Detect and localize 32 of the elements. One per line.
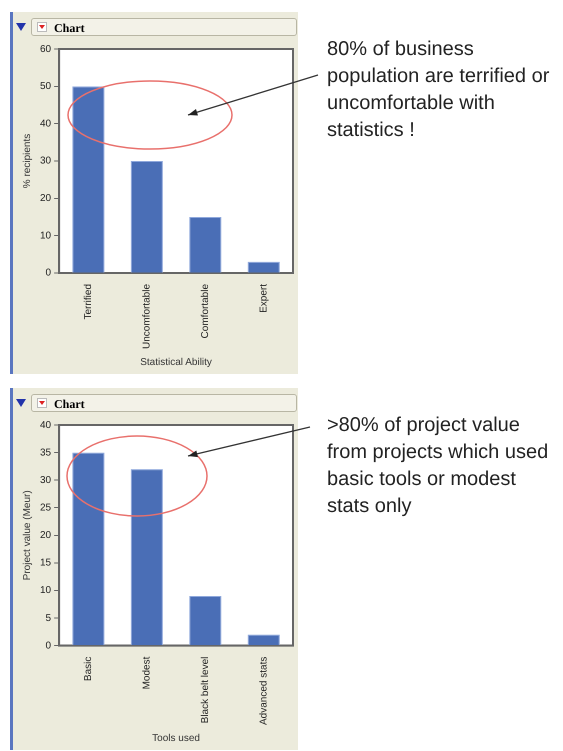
y-tick-label: 20 [40,530,52,542]
x-axis-title: Statistical Ability [140,356,212,368]
x-tick-label: Expert [258,284,270,313]
y-tick-label: 30 [40,156,52,167]
y-axis-title: Project value (Meur) [22,490,33,580]
text: >80% of project value from projects which used basic tools or modest stats only [327,413,550,519]
y-tick-label: 30 [40,474,52,486]
y-tick-label: 0 [46,640,52,652]
x-tick-label: Comfortable [200,284,212,338]
y-tick-label: 35 [40,447,52,458]
y-axis-title: % recipients [22,134,33,188]
chart-title: Chart [31,18,297,36]
y-tick-label: 40 [40,420,52,431]
x-axis-title: Tools used [152,732,200,744]
y-tick-label: 5 [46,612,52,624]
x-tick-label: Uncomfortable [142,284,153,349]
y-tick-label: 50 [40,81,52,92]
y-tick-label: 20 [40,193,52,204]
x-tick-label: Terrified [83,284,94,320]
x-tick-label: Black belt level [200,656,212,724]
x-tick-label: Modest [142,656,153,690]
y-tick-label: 10 [40,585,52,596]
x-tick-label: Advanced stats [258,656,270,725]
y-tick-label: 10 [40,230,52,242]
y-tick-label: 40 [40,118,52,130]
chart-title: Chart [31,394,297,412]
y-tick-label: 60 [40,44,52,55]
y-tick-label: 0 [46,268,52,279]
y-tick-label: 15 [40,558,52,569]
y-tick-label: 25 [40,502,52,514]
x-tick-label: Basic [83,656,94,682]
text: 80% of business population are terrified or uncomfortable with statistics ! [327,37,550,143]
